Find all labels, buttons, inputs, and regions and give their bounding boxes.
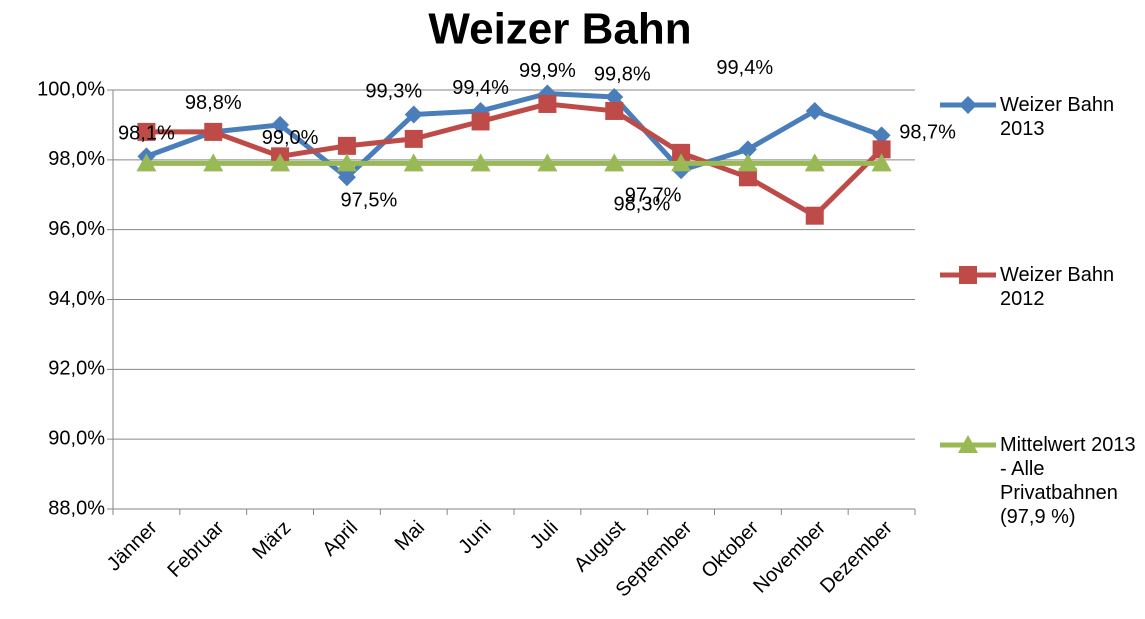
legend-label: Weizer Bahn 2012: [1000, 264, 1115, 310]
point: [604, 153, 625, 172]
data-label: 99,3%: [365, 81, 422, 103]
point: [737, 153, 758, 172]
point: [805, 206, 824, 225]
y-tick-label: 94,0%: [48, 288, 105, 310]
data-label: 97,5%: [341, 190, 398, 212]
point: [872, 140, 891, 159]
point: [671, 153, 692, 172]
data-label: 99,4%: [452, 77, 509, 99]
point: [137, 122, 156, 141]
y-tick-label: 96,0%: [48, 218, 105, 240]
series-line: [146, 101, 884, 219]
data-label: 99,4%: [716, 57, 773, 79]
point: [958, 435, 978, 453]
y-tick-label: 88,0%: [48, 497, 105, 519]
x-tick-label: Mai: [391, 517, 429, 555]
point: [471, 112, 490, 131]
point: [271, 115, 290, 134]
point: [538, 94, 557, 113]
y-tick-label: 92,0%: [48, 358, 105, 380]
point: [204, 122, 223, 141]
x-tick-label: Oktober: [697, 516, 763, 582]
x-tick-label: August: [570, 516, 630, 576]
point: [804, 153, 825, 172]
series-line: [145, 90, 883, 180]
point: [805, 101, 824, 120]
point: [404, 129, 423, 148]
point: [337, 136, 356, 155]
data-label: 97,7%: [625, 185, 682, 207]
point: [404, 105, 423, 124]
y-tick-label: 100,0%: [37, 78, 105, 100]
x-tick-label: April: [318, 517, 362, 561]
legend-label: Weizer Bahn 2013: [1000, 94, 1115, 140]
point: [403, 153, 424, 172]
point: [336, 153, 357, 172]
point: [203, 153, 224, 172]
point: [270, 153, 291, 172]
x-tick-label: Juni: [454, 517, 496, 559]
y-tick-label: 98,0%: [48, 148, 105, 170]
y-tick-label: 90,0%: [48, 427, 105, 449]
x-tick-label: Dezember: [816, 516, 897, 597]
point: [672, 143, 691, 162]
point: [738, 140, 757, 159]
data-label: 98,3%: [614, 194, 671, 216]
point: [872, 126, 891, 145]
point: [337, 168, 356, 187]
point: [959, 96, 977, 114]
legend-label: Mittelwert 2013 - Alle Privatbahnen (97,…: [1000, 434, 1136, 528]
data-label: 99,8%: [594, 63, 651, 85]
point: [871, 153, 892, 172]
point: [959, 266, 977, 284]
data-label: 98,8%: [185, 92, 242, 114]
chart-title: Weizer Bahn: [428, 5, 691, 54]
point: [537, 153, 558, 172]
point: [605, 101, 624, 120]
point: [470, 153, 491, 172]
point: [136, 153, 157, 172]
x-tick-label: Juli: [526, 517, 563, 554]
data-label: 98,1%: [118, 123, 175, 145]
x-tick-label: Jänner: [103, 516, 162, 575]
x-tick-label: März: [248, 517, 295, 564]
x-tick-label: Februar: [163, 516, 228, 581]
data-label: 99,9%: [519, 60, 576, 82]
data-label: 98,7%: [899, 122, 956, 144]
point: [738, 168, 757, 187]
point: [605, 87, 624, 106]
data-label: 99,0%: [262, 127, 319, 149]
